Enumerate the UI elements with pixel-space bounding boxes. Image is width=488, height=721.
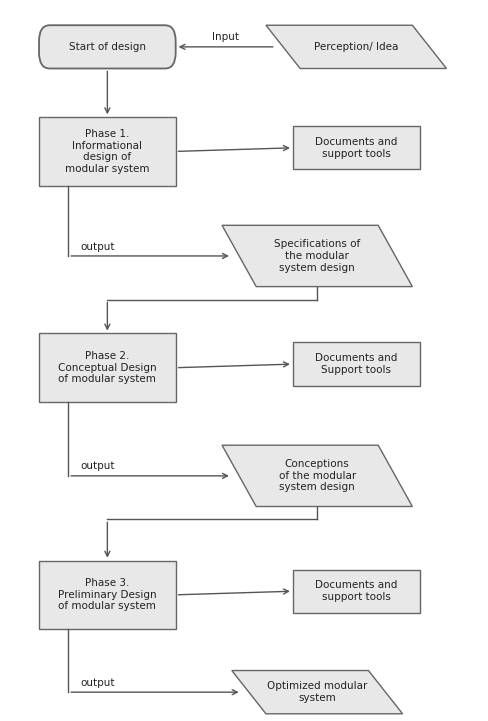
Text: output: output	[81, 678, 115, 688]
FancyBboxPatch shape	[293, 570, 420, 613]
Polygon shape	[222, 225, 412, 286]
Text: Optimized modular
system: Optimized modular system	[267, 681, 367, 703]
FancyBboxPatch shape	[293, 342, 420, 386]
FancyBboxPatch shape	[39, 25, 176, 68]
Polygon shape	[222, 445, 412, 506]
FancyBboxPatch shape	[39, 333, 176, 402]
Text: Phase 3.
Preliminary Design
of modular system: Phase 3. Preliminary Design of modular s…	[58, 578, 157, 611]
FancyBboxPatch shape	[293, 126, 420, 169]
Text: Input: Input	[212, 32, 239, 42]
Text: Start of design: Start of design	[69, 42, 146, 52]
FancyBboxPatch shape	[39, 561, 176, 629]
Text: Documents and
Support tools: Documents and Support tools	[315, 353, 397, 375]
Text: Documents and
support tools: Documents and support tools	[315, 580, 397, 602]
Text: Perception/ Idea: Perception/ Idea	[314, 42, 398, 52]
Text: Conceptions
of the modular
system design: Conceptions of the modular system design	[279, 459, 356, 492]
Polygon shape	[266, 25, 447, 68]
Text: output: output	[81, 242, 115, 252]
Text: Phase 1.
Informational
design of
modular system: Phase 1. Informational design of modular…	[65, 129, 150, 174]
Polygon shape	[232, 671, 403, 714]
Text: Documents and
support tools: Documents and support tools	[315, 137, 397, 159]
Text: Specifications of
the modular
system design: Specifications of the modular system des…	[274, 239, 360, 273]
Text: output: output	[81, 461, 115, 472]
FancyBboxPatch shape	[39, 117, 176, 185]
Text: Phase 2.
Conceptual Design
of modular system: Phase 2. Conceptual Design of modular sy…	[58, 351, 157, 384]
